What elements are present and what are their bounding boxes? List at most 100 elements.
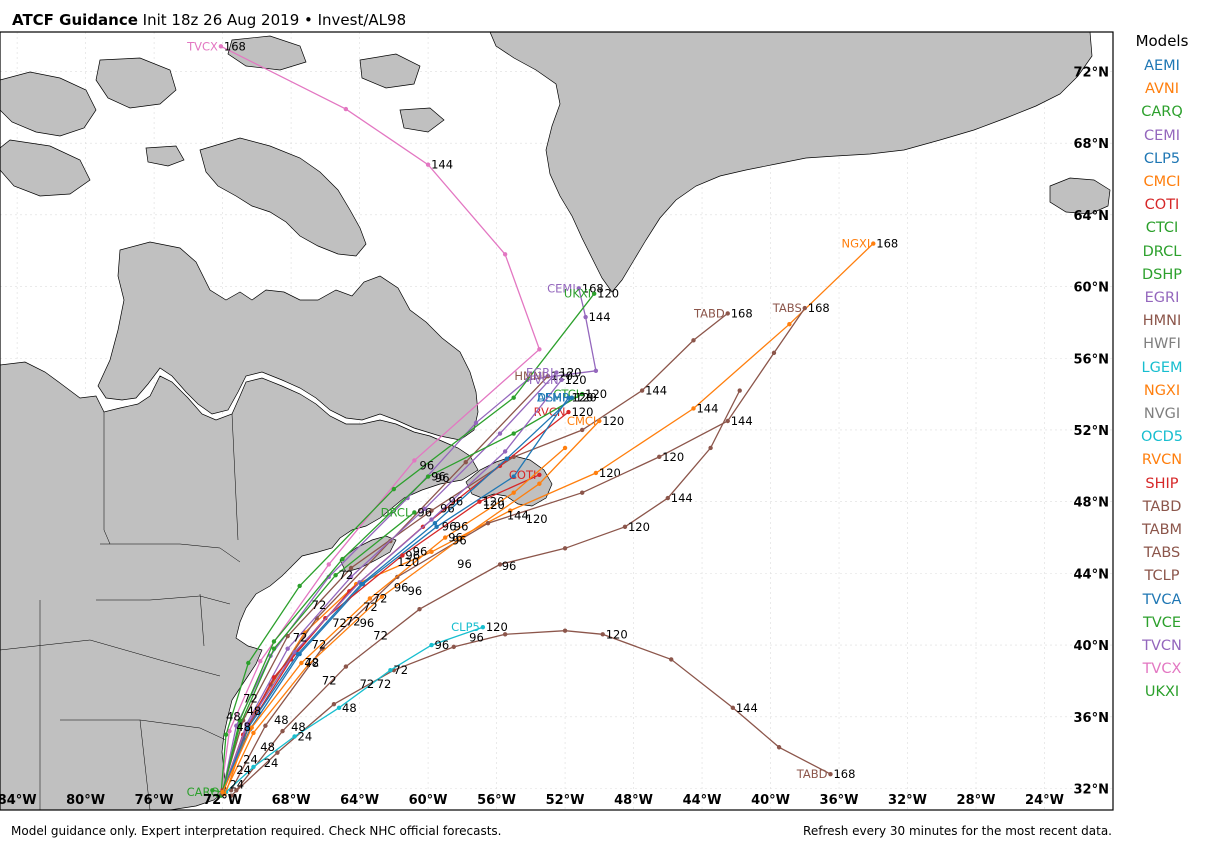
- forecast-hour-label: 96: [405, 548, 420, 562]
- lat-tick-label: 52°N: [1074, 424, 1109, 439]
- baffin-island: [199, 137, 367, 257]
- lon-tick-label: 28°W: [957, 793, 996, 808]
- track-point: [379, 594, 385, 599]
- track-point: [776, 745, 782, 750]
- track-point: [295, 651, 301, 657]
- forecast-hour-label: 72: [339, 568, 354, 582]
- track-point: [477, 499, 482, 504]
- track-cemi[interactable]: 144 168 CEMI: [220, 281, 611, 795]
- track-point: [562, 546, 568, 551]
- lon-tick-label: 36°W: [820, 793, 859, 808]
- lon-tick-label: 76°W: [135, 793, 174, 808]
- track-point: [271, 639, 277, 644]
- track-point: [343, 106, 349, 112]
- lat-tick-label: 64°N: [1074, 209, 1109, 224]
- forecast-hour-label: 72: [312, 638, 327, 652]
- forecast-hour-label: 144: [731, 414, 753, 428]
- track-point: [508, 508, 513, 513]
- forecast-hour-label: 120: [599, 466, 621, 480]
- arctic-island-1: [0, 71, 97, 137]
- legend-item-ctci: CTCI: [1145, 220, 1179, 237]
- model-end-label: TABD: [796, 767, 828, 781]
- track-point: [422, 506, 427, 512]
- track-point: [725, 418, 730, 424]
- model-end-label: TVCX: [186, 39, 218, 53]
- track-point: [331, 702, 337, 707]
- track-point: [299, 660, 304, 666]
- forecast-hour-label: 72: [393, 663, 408, 677]
- track-point: [593, 368, 599, 374]
- forecast-hour-label: 168: [833, 767, 855, 781]
- forecast-hour-label: 24: [298, 730, 313, 744]
- legend-item-dshp: DSHP: [1141, 266, 1183, 283]
- track-point: [725, 311, 730, 316]
- forecast-hour-label: 72: [377, 677, 392, 691]
- track-point: [802, 305, 807, 311]
- track-point: [412, 510, 417, 515]
- track-point: [691, 338, 696, 343]
- model-end-label: CLP5: [451, 620, 480, 634]
- lat-tick-label: 32°N: [1074, 782, 1109, 797]
- legend-item-ocd5: OCD5: [1141, 429, 1183, 446]
- track-point: [665, 495, 670, 501]
- forecast-hour-label: 120: [560, 366, 582, 380]
- track-point: [497, 431, 503, 436]
- track-point: [579, 490, 585, 495]
- forecast-hour-label: 72: [293, 630, 308, 644]
- track-point: [562, 628, 568, 633]
- forecast-hour-label: 96: [442, 519, 457, 533]
- legend-item-lgem: LGEM: [1141, 359, 1183, 376]
- forecast-hour-label: 72: [243, 691, 258, 705]
- track-point: [787, 321, 792, 327]
- model-end-label: TABS: [772, 301, 802, 315]
- track-point: [417, 607, 422, 612]
- track-line: [221, 288, 597, 793]
- forecast-hour-label: 144: [431, 158, 453, 172]
- track-point: [443, 535, 448, 540]
- legend-item-cmci: CMCI: [1143, 174, 1181, 191]
- track-point: [537, 472, 542, 477]
- track-tvcn[interactable]: 120 TVCN: [220, 373, 587, 795]
- lon-tick-label: 40°W: [751, 793, 790, 808]
- track-point: [737, 388, 742, 393]
- forecast-hour-label: 96: [457, 557, 472, 571]
- track-cmci[interactable]: 120 CMCI: [222, 414, 624, 797]
- forecast-hour-label: 144: [671, 491, 693, 505]
- track-point: [429, 508, 434, 513]
- forecast-hour-label: 96: [435, 471, 450, 485]
- track-tabd[interactable]: 144 168 TABD: [220, 306, 753, 793]
- track-point: [319, 646, 325, 651]
- track-line: [230, 307, 806, 791]
- lon-tick-label: 48°W: [614, 793, 653, 808]
- legend-item-rvcn: RVCN: [1141, 452, 1183, 469]
- track-hmni[interactable]: 120 HMNI: [220, 369, 573, 797]
- track-tclp[interactable]: 120 144 168 TABD: [228, 627, 855, 798]
- track-point: [554, 370, 559, 375]
- model-end-label: CEMI: [547, 281, 576, 295]
- lon-tick-label: 52°W: [546, 793, 585, 808]
- track-point: [234, 723, 239, 728]
- forecast-hour-label: 168: [224, 39, 246, 53]
- track-point: [425, 474, 431, 479]
- track-point: [429, 642, 434, 648]
- track-point: [566, 409, 571, 415]
- track-tabs[interactable]: 120 144: [234, 388, 742, 793]
- lon-tick-label: 84°W: [0, 793, 37, 808]
- legend-item-tabd: TABD: [1142, 498, 1182, 515]
- track-point: [280, 728, 285, 734]
- track-point: [497, 463, 503, 469]
- forecast-hour-label: 120: [483, 498, 505, 512]
- track-point: [504, 456, 510, 461]
- forecast-hour-label: 120: [597, 287, 619, 301]
- legend-item-tvcn: TVCN: [1142, 638, 1182, 655]
- legend-title: Models: [1135, 32, 1189, 50]
- track-ukxi[interactable]: 120 UKXI: [218, 287, 619, 798]
- forecast-hour-label: 144: [736, 701, 758, 715]
- forecast-hour-label: 120: [585, 387, 607, 401]
- forecast-hour-label: 72: [373, 591, 388, 605]
- track-point: [451, 644, 456, 650]
